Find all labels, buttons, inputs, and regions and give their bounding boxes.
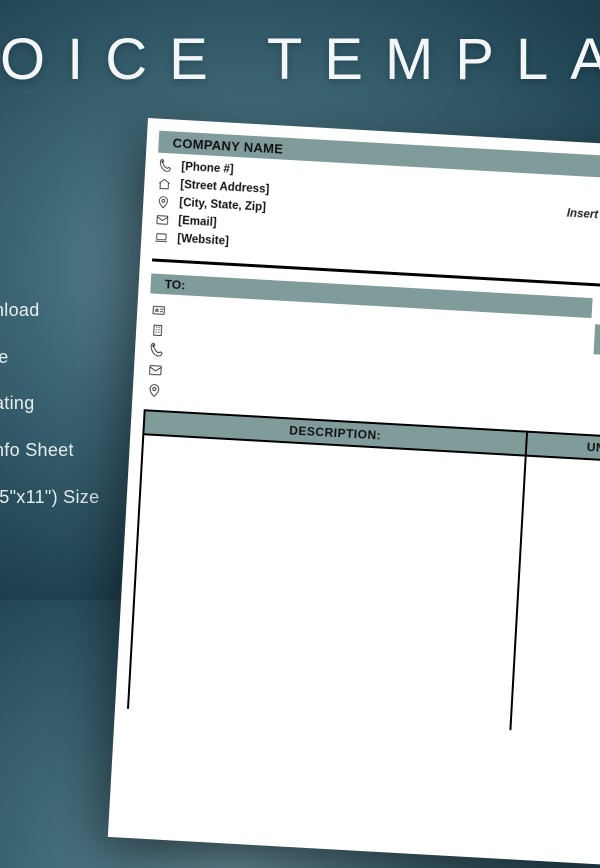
to-contact-icons: [144, 299, 591, 424]
contact-website-text: [Website]: [177, 233, 229, 248]
contact-street-text: [Street Address]: [180, 179, 270, 196]
laptop-icon: [153, 230, 170, 245]
idcard-icon: [149, 302, 168, 318]
th-description: DESCRIPTION:: [144, 411, 526, 456]
contact-street: [Street Address]: [156, 177, 270, 197]
to-label: TO:: [150, 276, 185, 292]
total-bar: TOT: [594, 324, 600, 359]
to-block: TO:: [144, 273, 600, 429]
line-items-table: DESCRIPTION: UNIT: [127, 409, 600, 738]
company-name-label: COMPANY NAME: [158, 134, 283, 156]
pin-icon: [144, 382, 163, 398]
contact-website: [Website]: [153, 230, 267, 250]
contact-city: [City, State, Zip]: [155, 195, 269, 215]
bullet-item: ating: [0, 393, 99, 414]
home-icon: [156, 177, 173, 192]
contact-email: [Email]: [154, 213, 268, 233]
building-icon: [148, 322, 167, 338]
page-title: OICE TEMPLA: [0, 26, 600, 93]
mail-icon: [146, 362, 165, 378]
image-placeholder: Insert Image Here: [566, 208, 600, 225]
bullet-item: nfo Sheet: [0, 440, 99, 461]
bullet-item: le: [0, 347, 99, 368]
invoice-document: COMPANY NAME [Phone #] [Street Address]: [108, 118, 600, 868]
bullet-item: .5"x11") Size: [0, 487, 99, 508]
th-unit: UNIT: [527, 433, 600, 465]
feature-bullets: nload le ating nfo Sheet .5"x11") Size: [0, 300, 99, 533]
contact-phone: [Phone #]: [157, 159, 271, 179]
col-unit: UNIT: [511, 433, 600, 739]
bullet-item: nload: [0, 300, 99, 321]
phone-icon: [157, 159, 174, 174]
contact-phone-text: [Phone #]: [181, 161, 234, 176]
contact-city-text: [City, State, Zip]: [179, 197, 266, 214]
mail-icon: [154, 213, 171, 228]
col-description: DESCRIPTION:: [129, 411, 528, 730]
contact-block: [Phone #] [Street Address] [City, State,…: [153, 159, 600, 279]
document-preview: COMPANY NAME [Phone #] [Street Address]: [108, 118, 600, 868]
contact-email-text: [Email]: [178, 215, 217, 229]
phone-icon: [147, 342, 166, 358]
pin-icon: [155, 195, 172, 210]
